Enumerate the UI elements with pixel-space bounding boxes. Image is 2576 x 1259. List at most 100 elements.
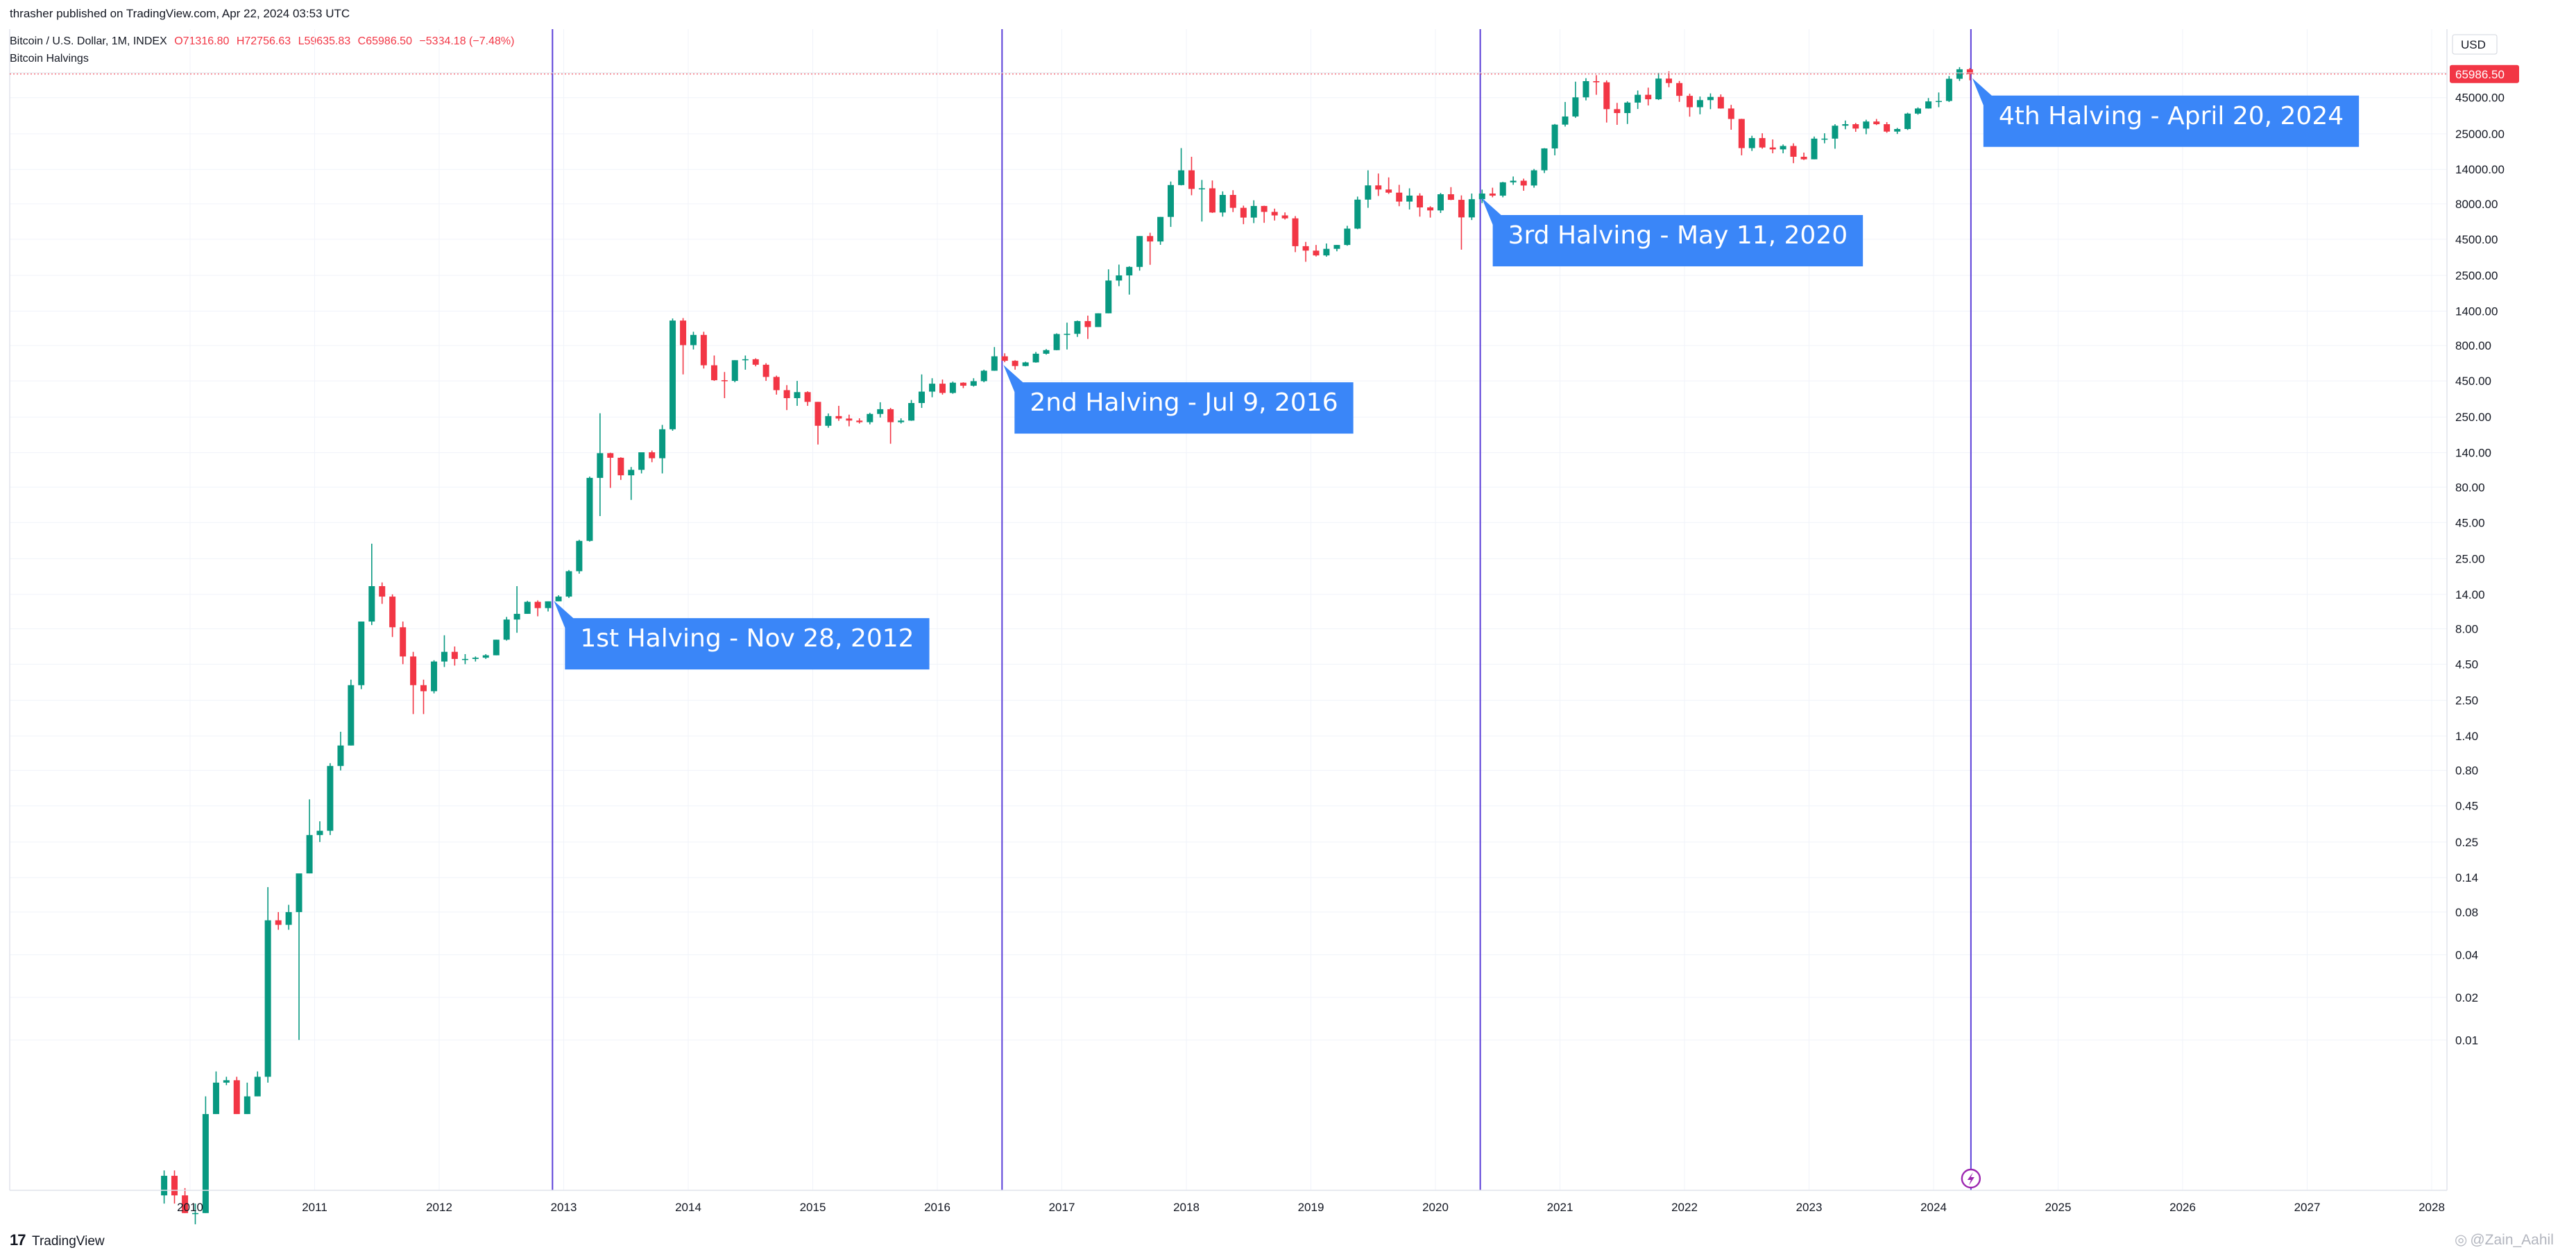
candle xyxy=(1219,191,1226,217)
currency-box xyxy=(2452,34,2498,55)
candle-body xyxy=(1666,78,1673,83)
candle xyxy=(1281,212,1288,220)
candle xyxy=(1375,173,1382,196)
candle-body xyxy=(461,658,468,660)
candle xyxy=(1344,225,1351,246)
candle xyxy=(991,347,998,371)
candle-body xyxy=(1375,185,1382,190)
time-axis[interactable]: 2010 2011 2012 2013 2014 2015 2016 2017 2018 2019… xyxy=(177,1201,2445,1214)
x-tick-label: 2010 xyxy=(177,1201,203,1214)
y-tick-label: 800.00 xyxy=(2455,339,2491,352)
halving-label[interactable]: 4th Halving - April 20, 2024 xyxy=(1972,78,2360,147)
candle-body xyxy=(959,382,966,386)
candle xyxy=(565,569,572,599)
x-tick-label: 2020 xyxy=(1422,1201,1449,1214)
watermark: ◎ @Zain_Aahil xyxy=(2455,1232,2554,1248)
candle-body xyxy=(1261,205,1268,212)
candle xyxy=(887,408,894,444)
change-value: −5334.18 (−7.48%) xyxy=(419,35,515,47)
candle xyxy=(1427,206,1434,218)
tradingview-brand[interactable]: 17 TradingView xyxy=(10,1231,105,1249)
candle xyxy=(503,617,510,641)
candle-body xyxy=(1583,80,1589,98)
candle xyxy=(1147,232,1154,265)
candle xyxy=(1811,136,1818,160)
candle xyxy=(690,332,697,350)
currency-label[interactable]: USD xyxy=(2452,34,2498,55)
candle xyxy=(171,1170,178,1204)
candle-body xyxy=(379,586,386,597)
candle xyxy=(773,375,780,395)
candle-body xyxy=(555,597,562,601)
candle-body xyxy=(534,601,541,608)
candle-body xyxy=(1904,113,1911,130)
candle xyxy=(191,1204,198,1224)
candle xyxy=(244,1082,250,1115)
halving-marker-icon[interactable] xyxy=(1961,1168,1981,1189)
halving-label-box xyxy=(1972,78,2360,147)
candle-body xyxy=(804,392,811,402)
candle-body xyxy=(794,392,801,398)
candle-body xyxy=(1417,195,1424,208)
candle xyxy=(825,413,832,428)
candle xyxy=(783,385,790,411)
candle-body xyxy=(482,655,489,658)
candle-body xyxy=(1219,194,1226,213)
halving-label[interactable]: 3rd Halving - May 11, 2020 xyxy=(1481,198,1863,267)
candle xyxy=(1323,243,1330,257)
candle xyxy=(368,543,375,626)
candle-body xyxy=(700,334,707,366)
candle xyxy=(1292,216,1299,252)
candle xyxy=(285,905,292,930)
candle-body xyxy=(980,370,987,382)
candle-body xyxy=(1354,199,1361,229)
x-tick-label: 2024 xyxy=(1920,1201,1947,1214)
indicator-legend[interactable]: Bitcoin Halvings xyxy=(10,53,89,65)
candle xyxy=(1945,76,1952,103)
candle xyxy=(794,381,801,406)
ohlc-legend: Bitcoin / U.S. Dollar, 1M, INDEX O71316.… xyxy=(10,35,518,48)
candle-body xyxy=(1292,218,1299,246)
y-tick-label: 0.14 xyxy=(2455,871,2478,884)
candle xyxy=(202,1096,209,1213)
candle xyxy=(1925,98,1932,109)
candle xyxy=(835,406,842,421)
candle-body xyxy=(1728,108,1734,119)
candle-body xyxy=(1074,320,1081,334)
candle-body xyxy=(316,830,323,835)
candle-body xyxy=(1842,124,1849,126)
x-tick-label: 2025 xyxy=(2045,1201,2072,1214)
price-axis[interactable]: 45000.00 25000.00 14000.00 8000.00 4500.00 25… xyxy=(2450,34,2519,1047)
candle-body xyxy=(1635,94,1641,103)
candle xyxy=(441,635,447,667)
candle xyxy=(1696,96,1703,114)
halving-label[interactable]: 2nd Halving - Jul 9, 2016 xyxy=(1003,365,1354,434)
candle xyxy=(451,646,458,666)
y-tick-label: 250.00 xyxy=(2455,411,2491,424)
candle-body xyxy=(939,384,946,393)
candle xyxy=(638,452,645,474)
halving-label-box xyxy=(554,601,930,670)
candle-body xyxy=(389,597,396,628)
candle-body xyxy=(285,911,292,925)
candle xyxy=(233,1077,240,1115)
candle xyxy=(1645,87,1652,106)
candle-body xyxy=(1043,350,1050,354)
symbol-name[interactable]: Bitcoin / U.S. Dollar, 1M, INDEX xyxy=(10,35,167,47)
candle xyxy=(1915,107,1922,115)
candle-body xyxy=(275,920,282,925)
candle-body xyxy=(908,403,915,421)
halving-label-text: 1st Halving - Nov 28, 2012 xyxy=(580,624,914,653)
candle-body xyxy=(1229,194,1236,208)
candle-body xyxy=(1447,194,1454,200)
candle-body xyxy=(846,418,853,421)
candle-body xyxy=(597,453,604,478)
candle xyxy=(1084,316,1091,339)
tradingview-logo-icon: 17 xyxy=(10,1231,26,1249)
y-tick-label: 0.25 xyxy=(2455,836,2478,849)
candle-body xyxy=(919,391,926,404)
candle xyxy=(742,355,749,370)
halving-label[interactable]: 1st Halving - Nov 28, 2012 xyxy=(554,601,930,670)
candle xyxy=(1271,208,1278,221)
